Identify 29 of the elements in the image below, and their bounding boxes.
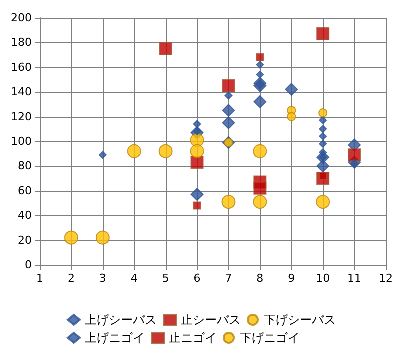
legend-label: 止ニゴイ: [169, 331, 217, 345]
y-tick-label: 60: [18, 184, 32, 198]
x-tick-label: 2: [68, 272, 75, 285]
y-tick-label: 200: [11, 12, 32, 24]
legend-label: 下げシーバス: [264, 313, 336, 327]
legend-label: 止シーバス: [181, 313, 241, 327]
x-tick-label: 12: [379, 272, 393, 285]
x-tick-label: 7: [225, 272, 232, 285]
x-tick-label: 9: [288, 272, 296, 285]
x-tick-label: 4: [130, 272, 138, 285]
legend-label: 上げニゴイ: [85, 331, 145, 345]
y-tick-label: 80: [18, 160, 32, 173]
x-tick-label: 1: [36, 272, 44, 285]
y-tick-label: 40: [18, 209, 32, 222]
y-tick-label: 120: [11, 110, 32, 124]
y-tick-label: 180: [11, 36, 32, 50]
legend-label: 下げニゴイ: [240, 331, 300, 345]
x-tick-label: 8: [256, 272, 264, 285]
y-tick-label: 0: [25, 258, 32, 272]
y-tick-label: 20: [18, 234, 32, 247]
y-tick-label: 140: [11, 86, 32, 99]
x-tick-label: 5: [162, 272, 170, 285]
x-tick-label: 3: [99, 272, 106, 285]
x-tick-label: 11: [348, 272, 362, 285]
x-tick-label: 10: [316, 272, 330, 285]
x-tick-label: 6: [194, 272, 201, 285]
legend-label: 上げシーバス: [85, 313, 157, 327]
y-tick-label: 160: [11, 60, 32, 74]
y-tick-label: 100: [11, 135, 32, 148]
